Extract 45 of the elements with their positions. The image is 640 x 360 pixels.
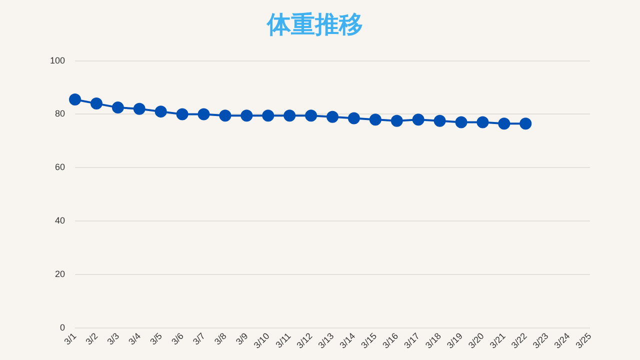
y-tick-label: 100 <box>50 55 66 66</box>
x-tick-label: 3/24 <box>552 330 572 350</box>
point <box>240 110 253 122</box>
x-tick-label: 3/2 <box>84 330 100 347</box>
point <box>154 106 167 118</box>
x-tick-label: 3/7 <box>191 330 207 347</box>
x-tick-label: 3/14 <box>338 330 358 350</box>
x-tick-label: 3/16 <box>380 330 400 350</box>
y-tick-label: 40 <box>55 216 66 226</box>
x-tick-label: 3/6 <box>170 330 186 347</box>
y-tick-label: 0 <box>60 322 66 332</box>
x-tick-label: 3/11 <box>274 330 293 350</box>
x-tick-label: 3/9 <box>234 330 250 347</box>
point <box>455 116 468 128</box>
point <box>369 114 382 126</box>
point <box>326 110 339 123</box>
point <box>412 114 424 126</box>
point <box>498 118 510 130</box>
y-tick-label: 80 <box>55 108 66 119</box>
point <box>176 108 188 120</box>
y-tick-label: 20 <box>55 269 66 280</box>
point <box>390 114 403 127</box>
x-tick-label: 3/21 <box>488 330 508 350</box>
x-tick-label: 3/3 <box>105 330 122 347</box>
point <box>520 118 532 130</box>
y-tick-label: 60 <box>55 162 66 172</box>
point <box>434 114 446 127</box>
x-tick-label: 3/5 <box>148 330 164 347</box>
x-tick-label: 3/13 <box>316 330 336 350</box>
point <box>305 110 318 122</box>
point <box>198 108 210 120</box>
x-tick-label: 3/1 <box>62 330 78 347</box>
point <box>476 116 489 128</box>
point <box>262 110 274 122</box>
point <box>90 98 102 110</box>
point <box>69 94 82 106</box>
x-tick-label: 3/8 <box>212 330 228 347</box>
x-tick-label: 3/12 <box>294 330 314 350</box>
point <box>284 110 296 122</box>
point <box>133 102 146 115</box>
x-tick-label: 3/4 <box>126 330 143 347</box>
point <box>112 102 124 114</box>
point <box>219 110 232 122</box>
point <box>348 112 360 124</box>
chart-title: 体重推移 <box>266 10 363 39</box>
